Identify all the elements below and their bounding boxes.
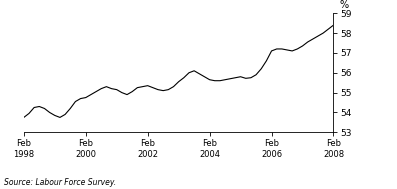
Text: %: % xyxy=(339,0,348,10)
Text: Source: Labour Force Survey.: Source: Labour Force Survey. xyxy=(4,178,116,187)
